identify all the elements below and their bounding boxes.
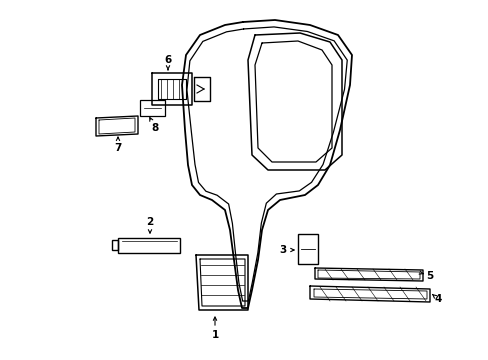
Text: 3: 3 [279, 245, 286, 255]
Bar [112, 240, 118, 250]
Text: 2: 2 [146, 217, 153, 227]
Text: 1: 1 [211, 330, 218, 340]
Text: 8: 8 [151, 123, 158, 133]
Bar [297, 234, 317, 264]
Text: 4: 4 [433, 294, 441, 304]
Bar [118, 238, 180, 253]
Text: 7: 7 [114, 143, 122, 153]
Text: 6: 6 [164, 55, 171, 65]
Bar [140, 100, 164, 116]
Text: 5: 5 [426, 271, 433, 281]
